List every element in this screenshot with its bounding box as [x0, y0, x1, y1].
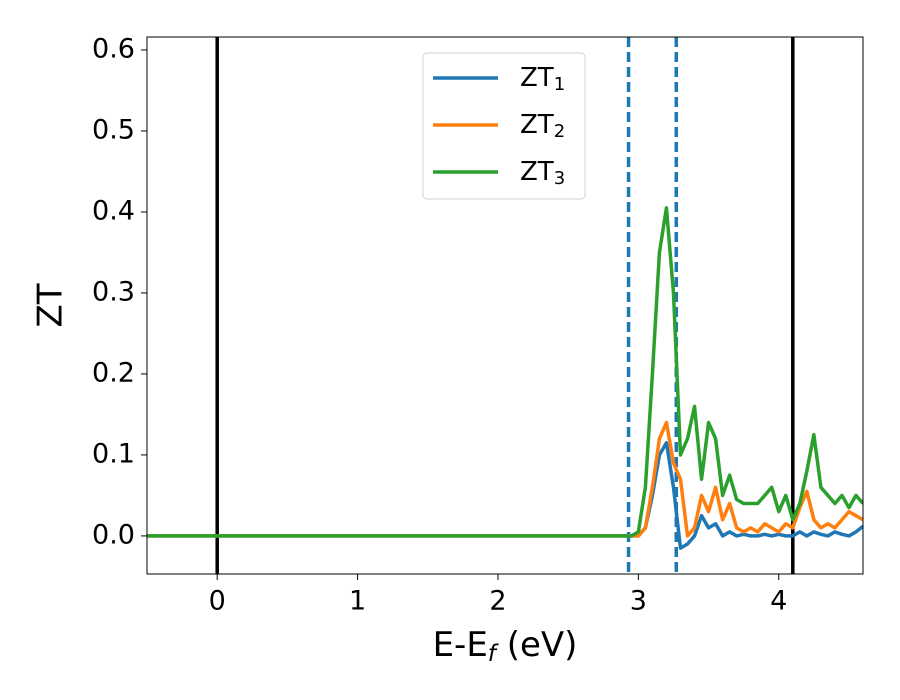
series-line	[147, 441, 863, 550]
series-line	[147, 420, 863, 538]
legend-label-main: ZT	[520, 110, 554, 140]
plot-frame	[146, 36, 864, 575]
legend-label: ZT2	[520, 110, 565, 143]
legend-label: ZT1	[520, 63, 565, 96]
x-tick-label: 3	[630, 586, 647, 617]
y-tick-label: 0.4	[92, 195, 135, 226]
y-axis-label: ZT	[31, 283, 71, 327]
x-tick-label: 0	[209, 586, 226, 617]
x-label-sub: f	[488, 641, 499, 667]
legend-label-sub: 2	[554, 121, 565, 142]
y-tick-label: 0.2	[92, 357, 135, 388]
x-tick-label: 1	[349, 586, 366, 617]
y-tick-label: 0.1	[92, 438, 135, 469]
x-label-main: E-E	[433, 625, 488, 665]
legend-label-sub: 1	[554, 74, 565, 95]
x-tick-label: 4	[770, 586, 787, 617]
x-label-unit: (eV)	[496, 625, 578, 665]
y-tick-label: 0.0	[92, 519, 135, 550]
y-tick-label: 0.5	[92, 114, 135, 145]
legend-box	[422, 52, 586, 200]
series-line	[147, 206, 863, 538]
y-tick-label: 0.6	[92, 33, 135, 64]
y-tick-label: 0.3	[92, 276, 135, 307]
x-axis-label: E-Ef (eV)	[433, 625, 578, 667]
x-tick-label: 2	[489, 586, 506, 617]
legend-label-sub: 3	[554, 168, 565, 189]
legend-label-main: ZT	[520, 63, 554, 93]
legend-label: ZT3	[520, 157, 565, 190]
legend-label-main: ZT	[520, 157, 554, 187]
